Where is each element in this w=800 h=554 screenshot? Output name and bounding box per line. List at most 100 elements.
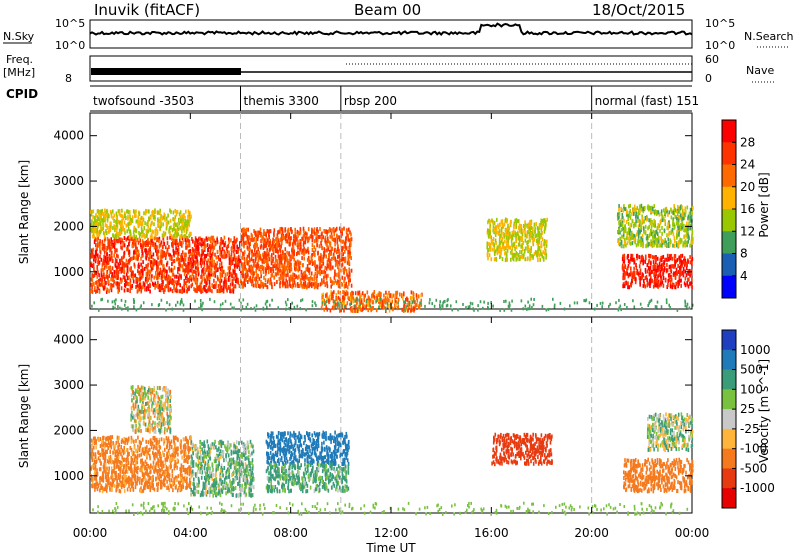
data-cell bbox=[195, 282, 198, 287]
data-cell bbox=[648, 267, 651, 272]
data-cell bbox=[198, 251, 200, 256]
data-cell bbox=[270, 258, 273, 263]
data-cell bbox=[262, 252, 264, 257]
data-cell bbox=[653, 223, 656, 228]
data-cell bbox=[168, 226, 171, 231]
data-cell bbox=[524, 257, 526, 262]
data-cell bbox=[222, 283, 225, 288]
data-cell bbox=[230, 288, 233, 293]
data-cell bbox=[666, 233, 668, 238]
data-cell bbox=[335, 226, 338, 231]
data-cell bbox=[633, 273, 636, 278]
data-cell bbox=[512, 253, 514, 257]
data-cell bbox=[162, 263, 164, 268]
data-cell bbox=[156, 276, 158, 281]
data-cell bbox=[174, 215, 177, 220]
data-cell bbox=[182, 268, 184, 273]
data-cell bbox=[507, 229, 510, 233]
data-cell bbox=[102, 267, 105, 272]
data-cell bbox=[176, 251, 179, 256]
data-cell bbox=[644, 259, 646, 264]
data-cell bbox=[201, 304, 203, 308]
data-cell bbox=[142, 285, 144, 289]
data-cell bbox=[624, 227, 626, 232]
data-cell bbox=[319, 270, 321, 275]
data-cell bbox=[189, 274, 192, 279]
data-cell bbox=[115, 248, 117, 253]
data-cell bbox=[689, 281, 691, 286]
data-cell bbox=[123, 243, 126, 248]
data-cell bbox=[530, 232, 533, 237]
data-cell bbox=[116, 253, 118, 258]
data-cell bbox=[143, 241, 146, 246]
data-cell bbox=[298, 242, 300, 247]
data-cell bbox=[249, 247, 251, 252]
data-cell bbox=[345, 268, 348, 273]
data-cell bbox=[352, 308, 354, 313]
data-cell bbox=[256, 237, 259, 241]
data-cell bbox=[141, 239, 144, 244]
data-cell bbox=[219, 307, 222, 311]
data-cell bbox=[299, 261, 302, 266]
data-cell bbox=[333, 232, 335, 237]
data-cell bbox=[195, 260, 197, 265]
data-cell bbox=[95, 289, 97, 294]
data-cell bbox=[329, 262, 332, 267]
data-cell bbox=[231, 245, 234, 250]
data-cell bbox=[96, 209, 99, 214]
data-cell bbox=[131, 271, 133, 276]
data-cell bbox=[129, 278, 132, 283]
nsearch-label: N.Search bbox=[744, 30, 794, 43]
data-cell bbox=[677, 227, 679, 232]
nsky-label: N.Sky bbox=[3, 30, 35, 43]
data-cell bbox=[287, 273, 289, 278]
data-cell bbox=[300, 281, 302, 286]
data-cell bbox=[255, 237, 258, 242]
data-cell bbox=[140, 285, 143, 290]
data-cell bbox=[334, 263, 337, 268]
data-cell bbox=[99, 245, 101, 250]
data-cell bbox=[323, 307, 326, 312]
data-cell bbox=[311, 284, 313, 289]
data-cell bbox=[326, 284, 329, 289]
data-cell bbox=[679, 206, 682, 211]
data-cell bbox=[179, 283, 181, 288]
data-cell bbox=[149, 235, 152, 240]
data-cell bbox=[527, 300, 529, 304]
data-cell bbox=[160, 214, 162, 219]
data-cell bbox=[330, 257, 333, 261]
data-cell bbox=[290, 266, 292, 271]
data-cell bbox=[258, 251, 261, 256]
data-cell bbox=[316, 231, 318, 236]
data-cell bbox=[672, 243, 674, 248]
data-cell bbox=[689, 255, 691, 260]
data-cell bbox=[283, 264, 286, 269]
data-cell bbox=[535, 233, 538, 238]
data-cell bbox=[366, 300, 369, 305]
data-cell bbox=[141, 234, 143, 239]
data-cell bbox=[260, 269, 262, 274]
power-scatter bbox=[90, 203, 694, 313]
data-cell bbox=[313, 274, 316, 279]
data-cell bbox=[346, 272, 348, 277]
data-cell bbox=[112, 234, 115, 239]
data-cell bbox=[232, 269, 235, 274]
data-cell bbox=[320, 237, 323, 241]
data-cell bbox=[195, 238, 198, 243]
data-cell bbox=[247, 260, 250, 265]
data-cell bbox=[618, 221, 621, 226]
data-cell bbox=[228, 270, 231, 274]
data-cell bbox=[242, 284, 244, 289]
data-cell bbox=[618, 207, 620, 212]
data-cell bbox=[148, 216, 150, 221]
data-cell bbox=[173, 233, 175, 238]
data-cell bbox=[660, 209, 663, 214]
data-cell bbox=[684, 206, 687, 211]
data-cell bbox=[128, 235, 131, 239]
data-cell bbox=[280, 256, 282, 261]
data-cell bbox=[662, 283, 665, 288]
data-cell bbox=[680, 239, 682, 244]
data-cell bbox=[149, 289, 151, 294]
data-cell bbox=[269, 277, 272, 282]
data-cell bbox=[290, 254, 293, 259]
